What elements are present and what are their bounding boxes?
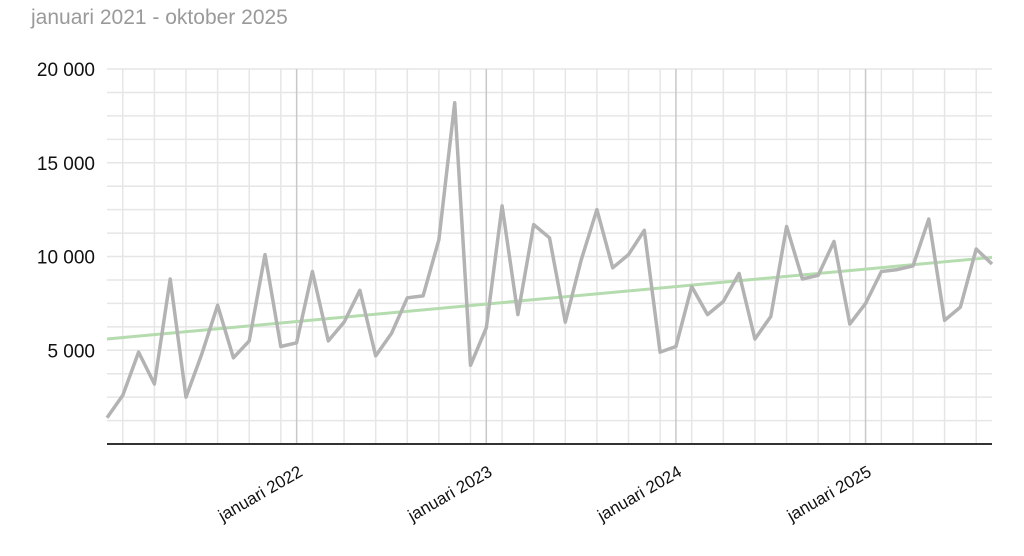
trend-line: [106, 255, 993, 341]
y-tick-label: 5 000: [47, 341, 95, 362]
x-tick-label: januari 2022: [214, 462, 305, 526]
x-axis-ticks: januari 2022 januari 2023 januari 2024 janu…: [214, 462, 874, 526]
y-tick-label: 15 000: [37, 154, 95, 175]
x-tick-label: januari 2024: [594, 462, 685, 526]
series-group: [105, 101, 994, 419]
x-tick-label: januari 2025: [783, 462, 874, 526]
y-tick-label: 20 000: [37, 60, 95, 81]
y-axis-ticks: 5 000 10 000 15 000 20 000: [37, 60, 95, 362]
grid-lines: [107, 68, 992, 444]
x-tick-label: januari 2023: [404, 462, 495, 526]
chart-subtitle: januari 2021 - oktober 2025: [31, 6, 288, 29]
series-line: [105, 101, 994, 419]
y-tick-label: 10 000: [37, 248, 95, 269]
